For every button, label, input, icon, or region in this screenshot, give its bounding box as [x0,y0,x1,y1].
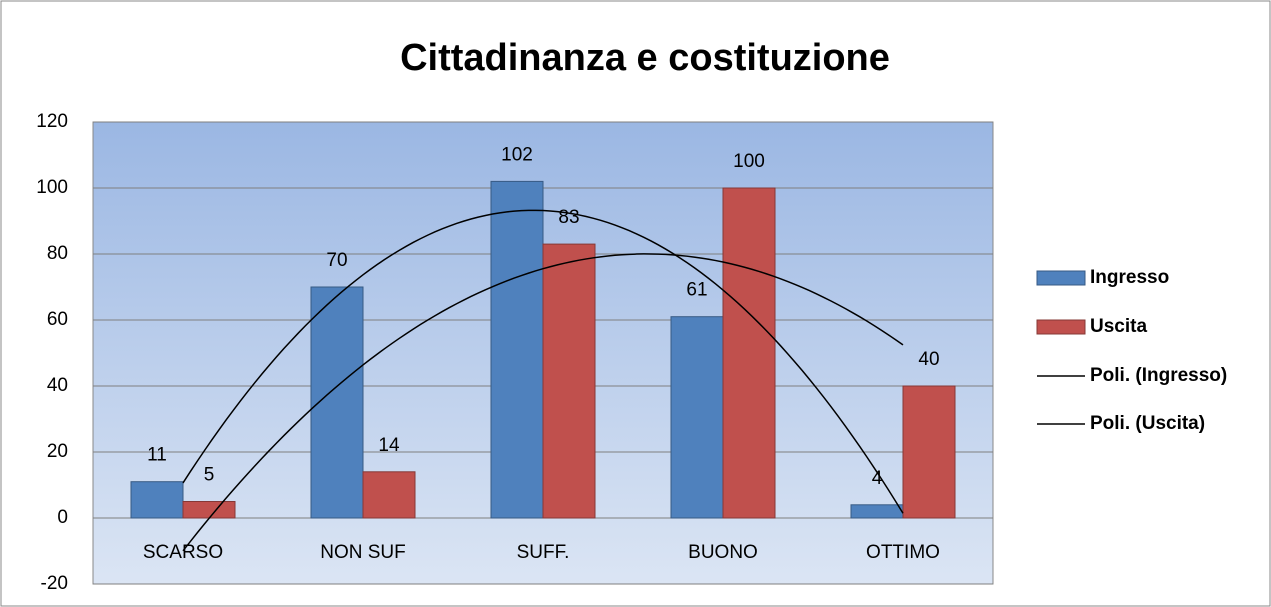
bar [902,385,956,519]
y-tick-label: 0 [57,507,68,528]
chart-title: Cittadinanza e costituzione [400,37,890,79]
legend-swatch [1036,270,1086,286]
y-tick-label: 100 [36,177,68,198]
x-tick-label: NON SUF [320,542,406,563]
legend-swatch [1036,319,1086,335]
bar [182,501,236,519]
y-tick-label: -20 [41,573,68,594]
bar [362,471,416,519]
bar [130,481,184,519]
data-label: 11 [147,445,167,466]
bar [722,187,776,519]
legend-label: Poli. (Uscita) [1090,413,1205,434]
x-tick-label: SCARSO [143,542,223,563]
legend-label: Poli. (Ingresso) [1090,365,1227,386]
y-tick-label: 120 [36,111,68,132]
data-label: 14 [378,435,400,456]
data-label: 4 [872,468,883,489]
data-label: 5 [204,465,215,486]
data-label: 70 [326,250,347,271]
y-tick-label: 60 [47,309,68,330]
bar [850,504,904,519]
data-label: 40 [918,349,939,370]
x-tick-label: OTTIMO [866,542,940,563]
legend-label: Uscita [1090,316,1147,337]
trendline [182,209,904,514]
data-label: 102 [501,144,533,165]
x-tick-label: BUONO [688,542,758,563]
legend-label: Ingresso [1090,267,1169,288]
data-label: 83 [558,207,579,228]
x-tick-label: SUFF. [517,542,570,563]
bar [542,243,596,519]
trendline [182,253,904,552]
y-tick-label: 20 [47,441,68,462]
bar [490,180,544,519]
data-label: 100 [733,151,765,172]
data-label: 61 [686,280,707,301]
bar [670,316,724,519]
y-tick-label: 80 [47,243,68,264]
y-tick-label: 40 [47,375,68,396]
